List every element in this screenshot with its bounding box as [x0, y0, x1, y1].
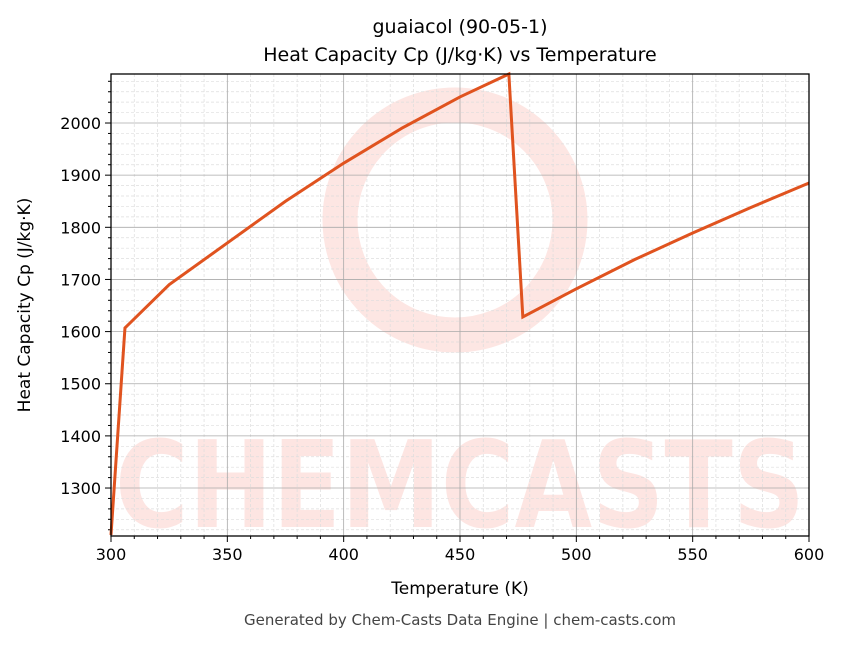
y-tick-label: 1300 [60, 479, 101, 498]
plot-frame [110, 73, 810, 537]
x-tick-label: 350 [212, 545, 243, 564]
cp-series-line [109, 71, 810, 536]
x-tick-label: 600 [794, 545, 825, 564]
y-tick-label: 1500 [60, 375, 101, 394]
y-axis-label: Heat Capacity Cp (J/kg·K) [15, 198, 35, 413]
y-tick-label: 2000 [60, 114, 101, 133]
y-tick-label: 1400 [60, 427, 101, 446]
chart-subtitle: Heat Capacity Cp (J/kg·K) vs Temperature [263, 44, 657, 66]
x-tick-label: 300 [96, 545, 127, 564]
x-tick-label: 500 [561, 545, 592, 564]
x-tick-label: 550 [677, 545, 708, 564]
x-axis-label: Temperature (K) [390, 579, 529, 599]
chart-title: guaiacol (90-05-1) [372, 16, 547, 38]
y-tick-label: 1800 [60, 218, 101, 237]
x-tick-label: 450 [445, 545, 476, 564]
y-tick-label: 1600 [60, 323, 101, 342]
x-tick-label: 400 [328, 545, 359, 564]
y-tick-label: 1900 [60, 166, 101, 185]
y-tick-label: 1700 [60, 270, 101, 289]
footer: Generated by Chem-Casts Data Engine | ch… [244, 611, 676, 629]
